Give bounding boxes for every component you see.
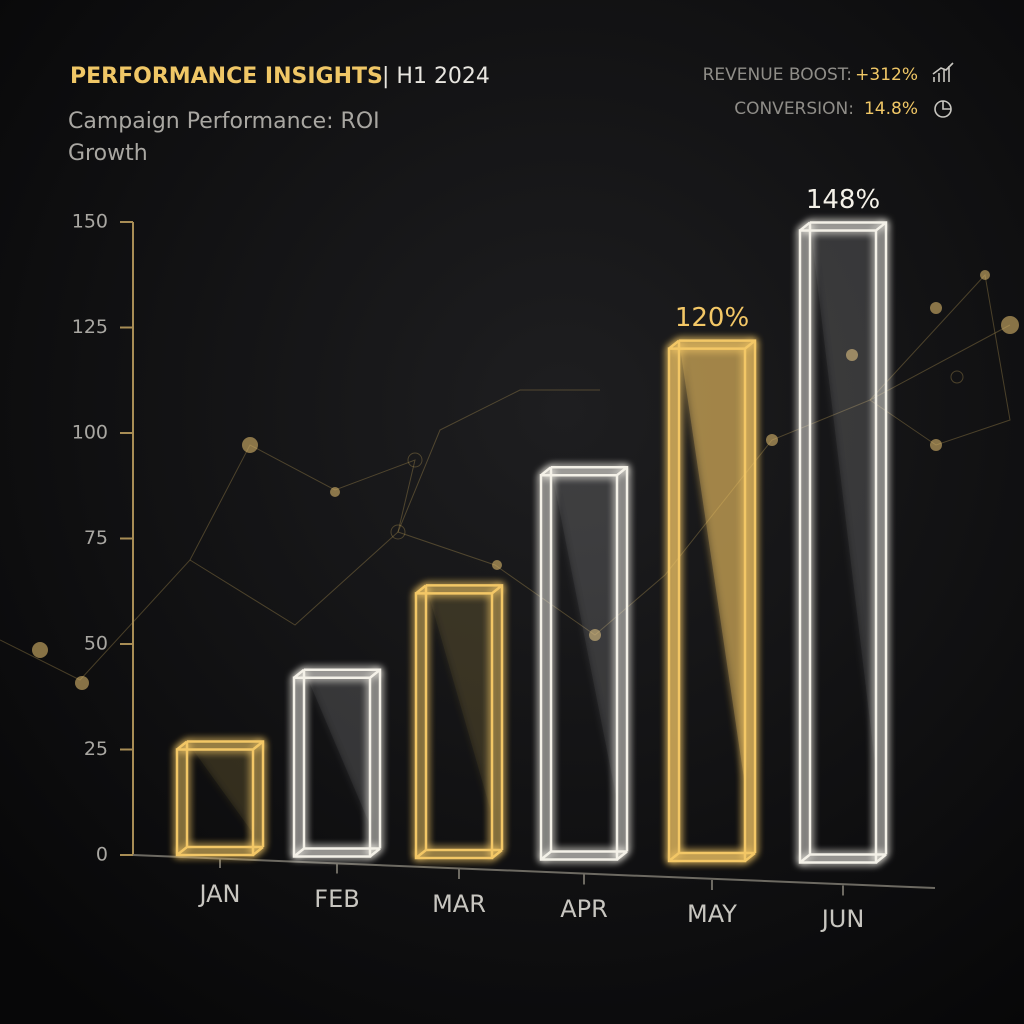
bar — [292, 668, 382, 858]
x-axis — [132, 854, 936, 889]
bar — [175, 740, 265, 857]
kpi-value: +312% — [855, 65, 918, 85]
bar — [667, 339, 757, 863]
chart-subtitle: Campaign Performance: ROI Growth — [68, 109, 380, 166]
kpi-value: 14.8% — [864, 99, 918, 119]
x-tick-label: FEB — [314, 885, 359, 913]
dots-decoration — [32, 270, 1019, 690]
x-tick-label: APR — [560, 895, 608, 923]
subtitle-box: Campaign Performance: ROI Growth — [68, 109, 380, 166]
chart-title: PERFORMANCE INSIGHTS — [70, 64, 383, 89]
y-tick-label: 50 — [84, 633, 108, 655]
bar — [414, 584, 504, 860]
x-tick-label: JAN — [197, 880, 240, 908]
bar — [539, 465, 629, 861]
x-tick-label: MAY — [687, 900, 737, 928]
y-tick-label: 125 — [72, 316, 108, 338]
y-tick-label: 100 — [72, 422, 108, 444]
chart-period: | H1 2024 — [382, 64, 490, 89]
kpi-label: CONVERSION: — [734, 99, 854, 119]
y-tick-label: 150 — [72, 211, 108, 233]
value-label: 148% — [806, 185, 880, 215]
x-tick-label: MAR — [432, 890, 486, 918]
x-tick-label: JUN — [820, 905, 865, 933]
kpi-label: REVENUE BOOST: — [703, 65, 852, 85]
y-tick-label: 0 — [96, 844, 108, 866]
value-label: 120% — [675, 303, 749, 333]
y-tick-label: 25 — [84, 738, 108, 760]
y-tick-label: 75 — [84, 527, 108, 549]
kpi-icon — [932, 62, 954, 118]
bar — [798, 221, 888, 864]
